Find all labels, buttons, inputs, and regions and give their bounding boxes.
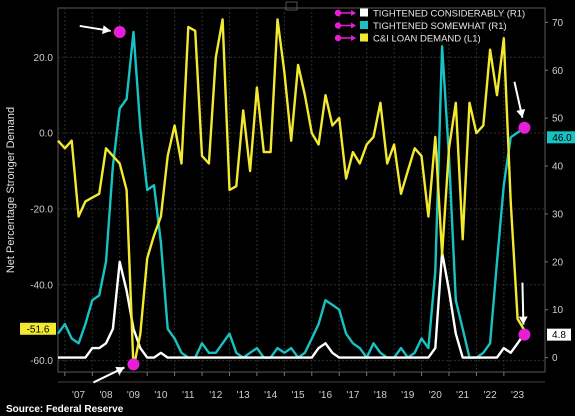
left-axis: 20.0 0.0 -20.0 -40.0 -60.0 (30, 53, 53, 367)
series-lines (57, 18, 526, 370)
highlight-dot (518, 121, 531, 134)
x-tick-label: '09 (127, 390, 140, 401)
x-tick-label: '07 (72, 390, 85, 401)
x-axis: '07 '08 '09 '10 '11 '12 '13 '14 '15 '16 '17 '18 '19 '… (58, 372, 545, 401)
legend-swatch (360, 8, 368, 17)
annotation-arrows (79, 24, 528, 384)
highlight-dot (518, 328, 531, 341)
chart-options-icon[interactable] (285, 1, 298, 11)
right-tick-label: 30 (552, 209, 564, 220)
x-tick-label: '14 (264, 390, 277, 401)
right-axis: 70 60 50 40 30 20 10 0 (545, 18, 564, 364)
end-label-box (547, 131, 575, 144)
plot-frame (57, 7, 546, 373)
source-note: Source: Federal Reserve (6, 404, 124, 415)
x-tick-label: '12 (209, 390, 222, 401)
x-tick-label: '22 (484, 390, 497, 401)
legend-arrow-head (351, 22, 356, 29)
arrow-2023-somewhat-head (516, 109, 526, 118)
x-tick-label: '19 (401, 390, 414, 401)
right-tick-label: 0 (552, 353, 558, 364)
end-value-labels: -51.6 46.0 4.8 (20, 131, 575, 341)
highlight-dot (113, 25, 126, 38)
end-label-text: -51.6 (27, 324, 50, 335)
arrow-2008-peak-head (102, 25, 111, 35)
series-line-ci-loan-demand (57, 18, 526, 370)
left-tick-label: -40.0 (30, 280, 53, 291)
x-tick-label: '16 (319, 390, 332, 401)
left-tick-label: -60.0 (30, 356, 53, 367)
x-tick-label: '20 (429, 390, 442, 401)
x-tick-label: '23 (511, 390, 524, 401)
legend-arrow-head (351, 35, 356, 41)
x-tick-label: '21 (456, 390, 469, 401)
end-label-text: 4.8 (552, 330, 566, 341)
y-axis-label: Net Percentage Stronger Demand (5, 107, 17, 273)
x-tick-label: '13 (237, 390, 250, 401)
x-tick-label: '08 (99, 390, 112, 401)
legend-dot (334, 34, 342, 42)
legend-dot (334, 22, 342, 29)
legend-dot (334, 9, 342, 17)
right-tick-label: 70 (552, 18, 564, 29)
x-tick-label: '11 (182, 390, 195, 401)
x-tick-label: '17 (346, 390, 359, 401)
right-tick-label: 60 (552, 66, 564, 77)
legend-swatch (360, 21, 368, 29)
legend-label: TIGHTENED SOMEWHAT (R1) (373, 21, 507, 32)
legend-arrow-head (351, 10, 356, 16)
legend-label: TIGHTENED CONSIDERABLY (R1) (373, 9, 525, 20)
legend: TIGHTENED CONSIDERABLY (R1)TIGHTENED SOM… (334, 8, 525, 45)
series-line-tightened-somewhat (57, 30, 526, 359)
end-label-text: 46.0 (552, 133, 572, 144)
x-tick-label: '18 (374, 390, 387, 401)
left-tick-label: -20.0 (30, 204, 53, 215)
right-tick-label: 50 (552, 114, 564, 125)
end-label-box (547, 328, 571, 341)
right-tick-label: 20 (552, 257, 564, 268)
arrow-2023-considerably-head (518, 316, 528, 325)
x-tick-label: '15 (292, 390, 305, 401)
right-tick-label: 10 (552, 305, 564, 316)
left-tick-label: 20.0 (34, 53, 54, 64)
highlight-markers (113, 25, 531, 371)
end-label-box (20, 322, 56, 335)
left-tick-label: 0.0 (39, 129, 53, 140)
arrow-2009-trough-head (115, 366, 125, 375)
legend-swatch (360, 33, 368, 42)
highlight-dot (127, 358, 140, 371)
right-tick-label: 40 (552, 162, 564, 173)
legend-label: C&I LOAN DEMAND (L1) (373, 34, 481, 45)
series-line-tightened-considerably (58, 251, 526, 359)
x-tick-label: '10 (154, 390, 167, 401)
